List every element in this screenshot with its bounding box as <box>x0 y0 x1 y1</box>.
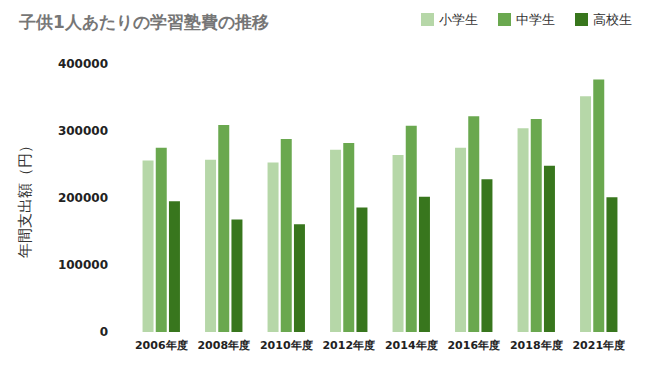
svg-text:0: 0 <box>100 325 108 339</box>
svg-text:200000: 200000 <box>58 191 108 205</box>
svg-text:2018年度: 2018年度 <box>510 339 563 352</box>
svg-text:2021年度: 2021年度 <box>572 339 625 352</box>
svg-text:400000: 400000 <box>58 57 108 71</box>
svg-text:小学生: 小学生 <box>439 12 478 27</box>
svg-text:2006年度: 2006年度 <box>135 339 188 352</box>
svg-text:300000: 300000 <box>58 124 108 138</box>
svg-text:年間支出額（円）: 年間支出額（円） <box>16 138 34 258</box>
svg-text:2010年度: 2010年度 <box>260 339 313 352</box>
svg-text:2014年度: 2014年度 <box>385 339 438 352</box>
svg-text:高校生: 高校生 <box>593 12 632 27</box>
svg-text:2008年度: 2008年度 <box>197 339 250 352</box>
svg-text:中学生: 中学生 <box>516 12 555 27</box>
svg-text:2016年度: 2016年度 <box>447 339 500 352</box>
svg-text:子供1人あたりの学習塾費の推移: 子供1人あたりの学習塾費の推移 <box>18 12 269 32</box>
svg-text:2012年度: 2012年度 <box>322 339 375 352</box>
svg-text:100000: 100000 <box>58 258 108 272</box>
